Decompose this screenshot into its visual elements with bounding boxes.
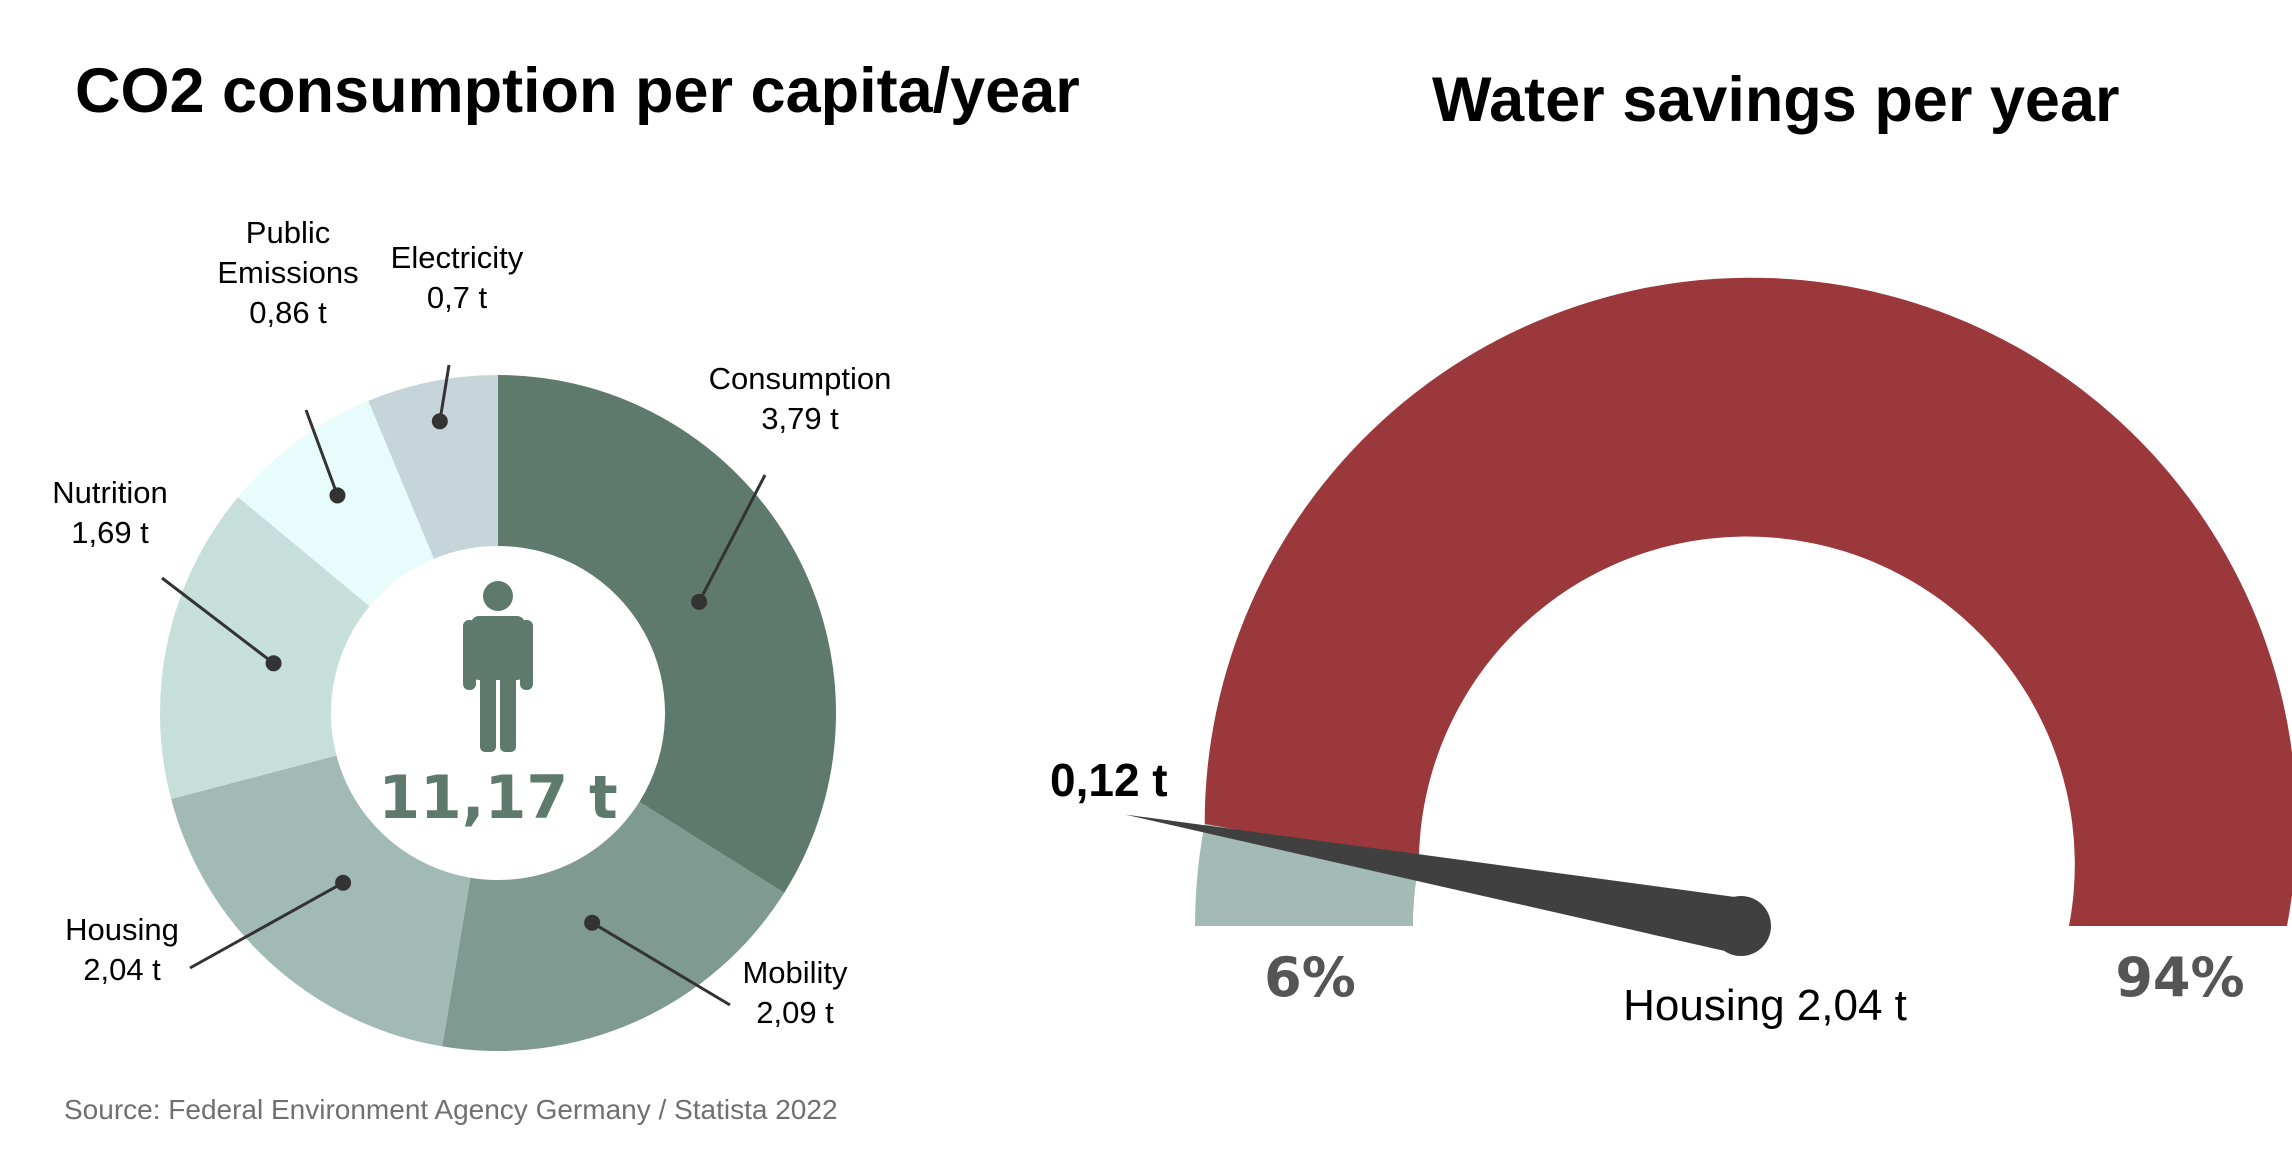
- leader-dot-nutrition: [265, 655, 282, 672]
- needle-pointer: [1125, 814, 1746, 954]
- gauge-segment-savings: [1195, 823, 1419, 926]
- gauge-segments: [1195, 277, 2292, 926]
- donut-label-housing: Housing 2,04 t: [65, 912, 179, 987]
- water-gauge-chart: 0,12 t 6% 94% Housing 2,04 t: [1050, 277, 2292, 1030]
- water-chart-title: Water savings per year: [1432, 65, 2120, 135]
- co2-donut-chart: Consumption 3,79 t Mobility 2,09 t Housing 2,…: [52, 215, 891, 1051]
- donut-slices: [159, 375, 836, 1051]
- leader-line-nutrition: [161, 576, 275, 665]
- donut-slice-public-emissions: [238, 400, 434, 607]
- donut-slice-electricity: [368, 375, 498, 559]
- leader-line-housing: [189, 881, 344, 970]
- gauge-needle: [1125, 814, 1771, 956]
- gauge-small-percent-label: 6%: [1264, 946, 1356, 1009]
- donut-slice-housing: [171, 755, 471, 1047]
- needle-value-label: 0,12 t: [1050, 754, 1168, 806]
- source-note: Source: Federal Environment Agency Germa…: [64, 1094, 838, 1125]
- gauge-base-label: Housing 2,04 t: [1623, 981, 1907, 1030]
- donut-labels: Consumption 3,79 t Mobility 2,09 t Housing 2,…: [52, 215, 891, 1030]
- leader-line-consumption: [697, 474, 767, 603]
- co2-chart-title: CO2 consumption per capita/year: [75, 56, 1080, 126]
- donut-label-mobility: Mobility 2,09 t: [742, 955, 848, 1030]
- needle-hub: [1711, 896, 1771, 956]
- person-icon: [463, 581, 533, 752]
- donut-slice-mobility: [442, 801, 785, 1051]
- donut-slice-consumption: [498, 375, 836, 893]
- leader-line-electricity: [438, 364, 451, 422]
- donut-slice-nutrition: [159, 496, 370, 800]
- gauge-segment-remaining: [1204, 277, 2292, 926]
- leader-dot-public-emissions: [329, 487, 346, 504]
- leader-line-public-emissions: [304, 409, 339, 496]
- donut-label-nutrition: Nutrition 1,69 t: [52, 475, 167, 550]
- donut-label-electricity: Electricity 0,7 t: [391, 240, 524, 315]
- gauge-large-percent-label: 94%: [2115, 946, 2244, 1009]
- donut-leader-lines: [161, 364, 767, 1007]
- leader-dot-consumption: [691, 593, 708, 610]
- leader-dot-mobility: [584, 914, 601, 931]
- donut-label-public-emissions: Public Emissions 0,86 t: [217, 215, 358, 330]
- co2-total-value: 11,17 t: [378, 763, 617, 833]
- donut-label-consumption: Consumption 3,79 t: [709, 361, 892, 436]
- leader-dot-electricity: [431, 413, 448, 430]
- leader-line-mobility: [591, 921, 731, 1007]
- leader-dot-housing: [335, 874, 352, 891]
